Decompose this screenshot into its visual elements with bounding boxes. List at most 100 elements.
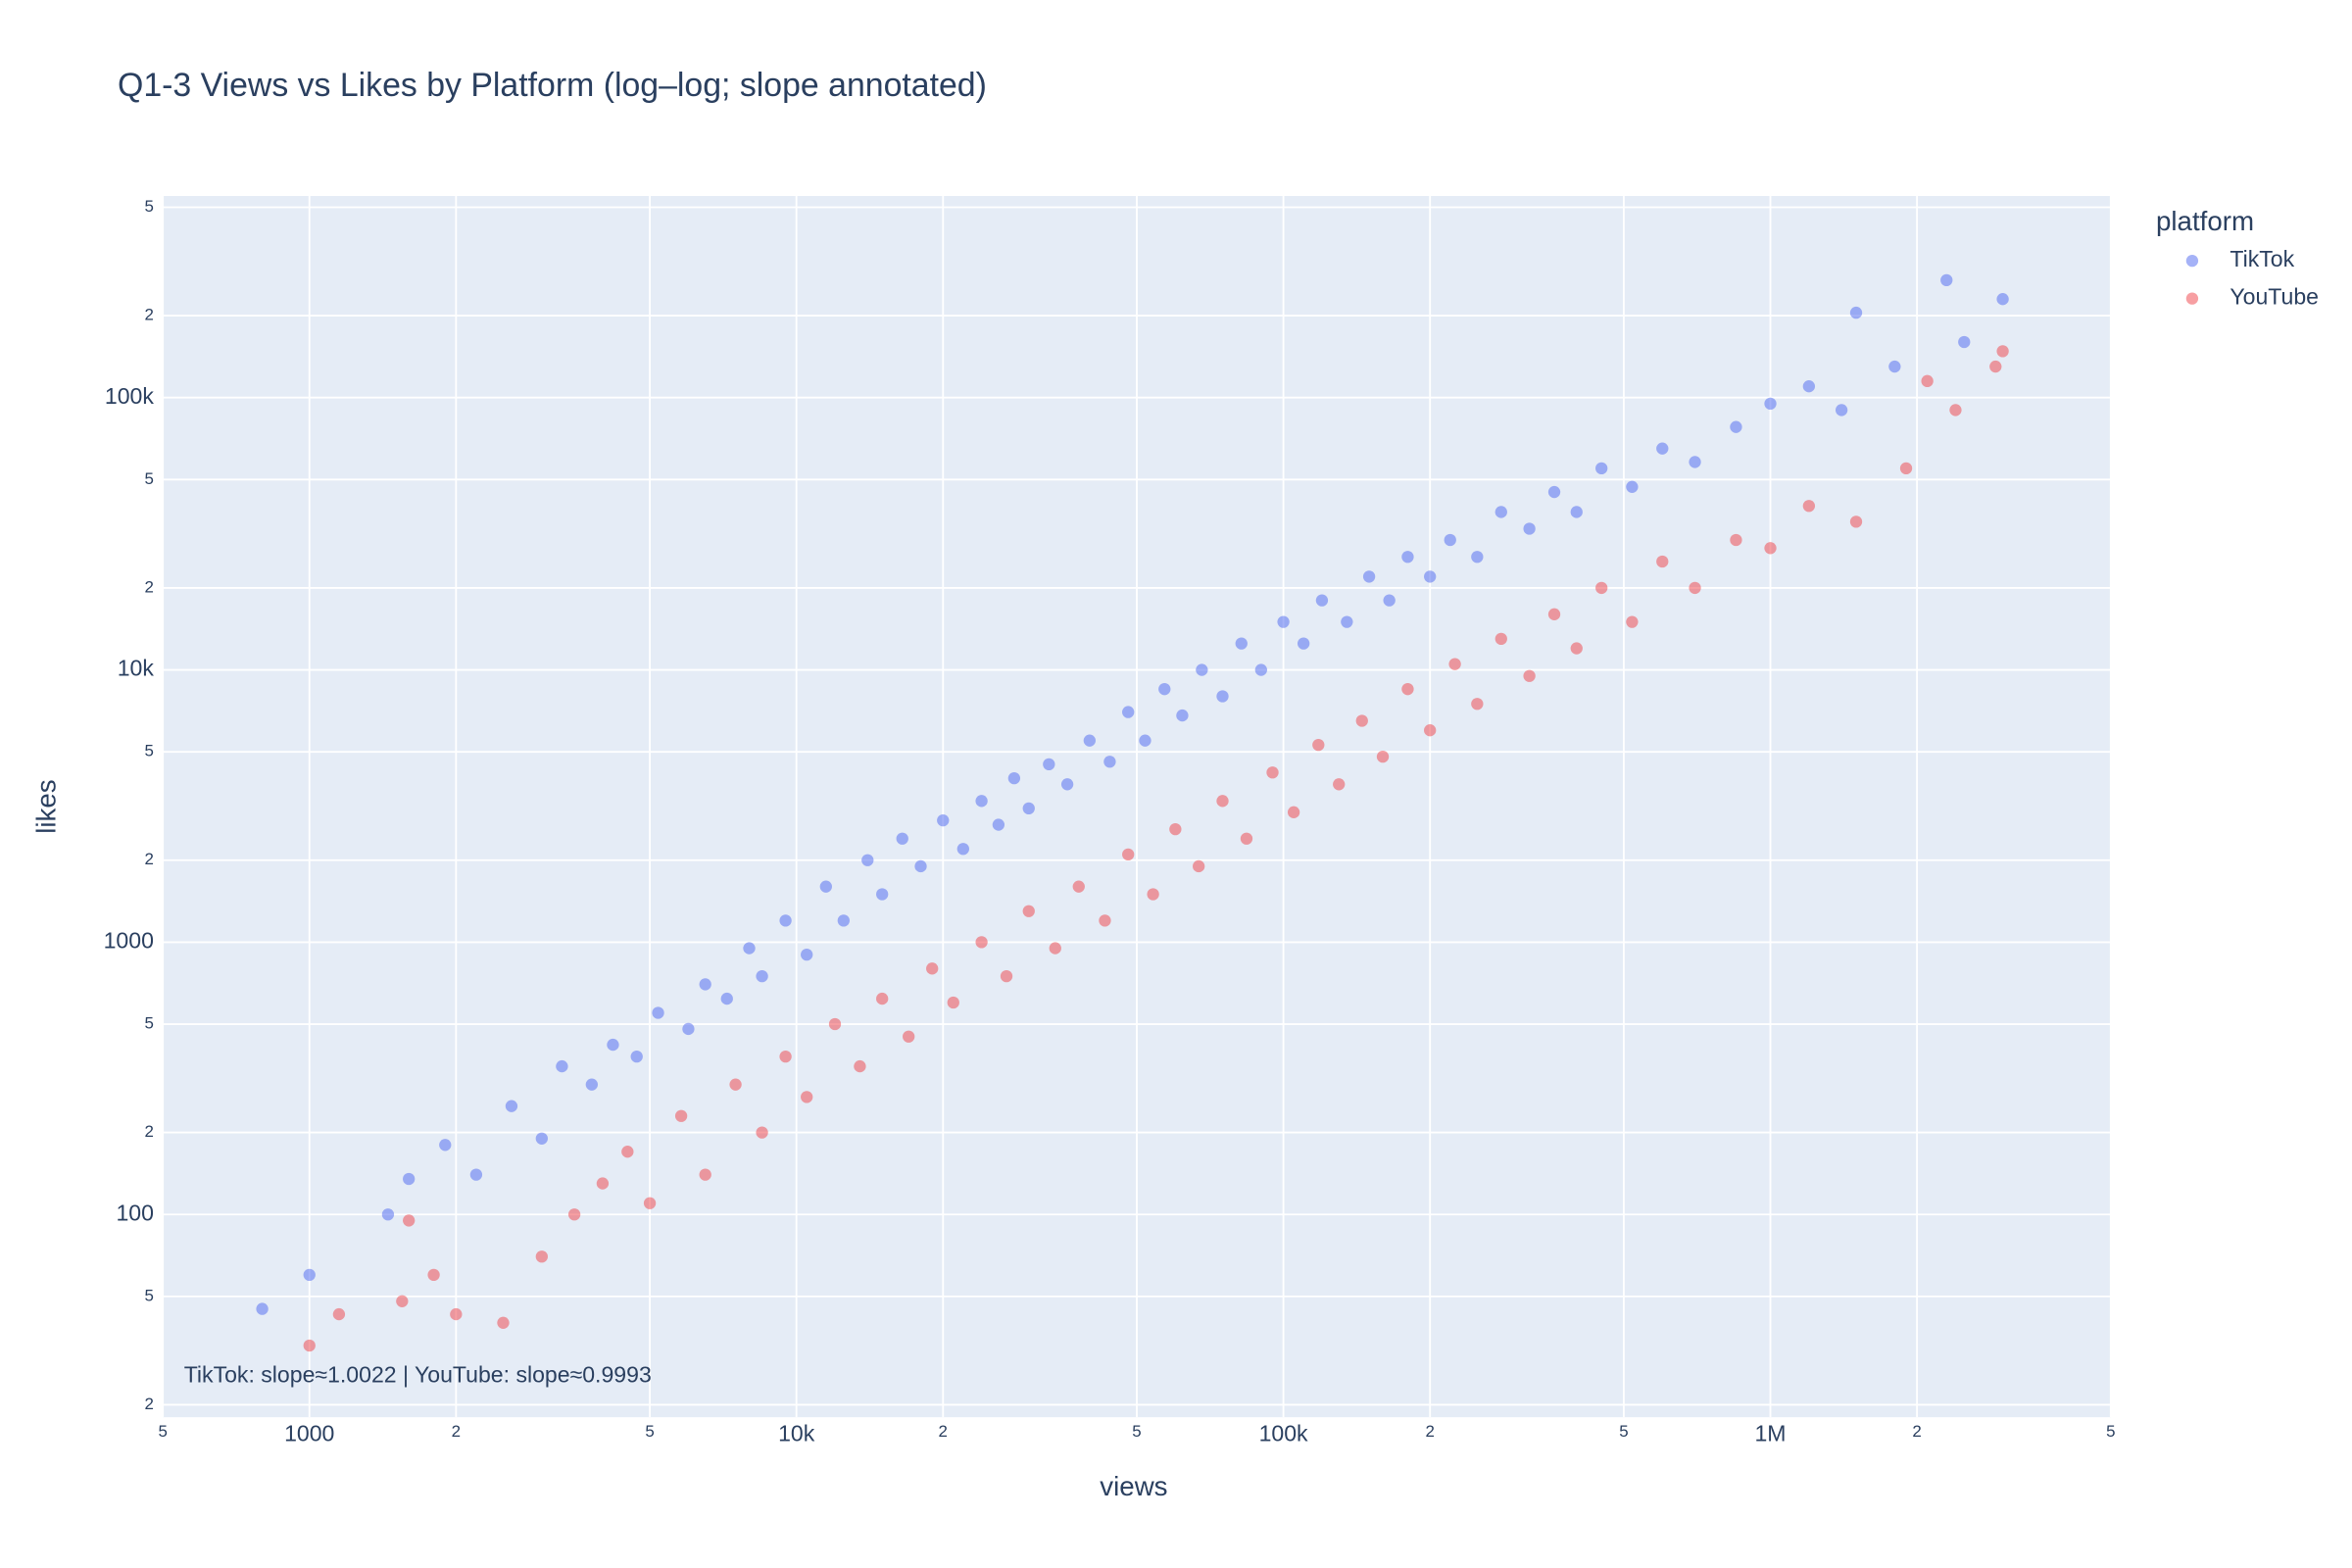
x-tick-label: 10k [778, 1421, 815, 1446]
x-tick-label: 2 [939, 1422, 948, 1441]
point [535, 1132, 548, 1145]
point [1072, 880, 1085, 893]
point [699, 1168, 711, 1181]
y-tick-label: 2 [145, 1395, 154, 1413]
legend-marker [2185, 255, 2199, 268]
point [1656, 442, 1669, 455]
y-tick-label: 5 [145, 1014, 154, 1033]
point [1122, 706, 1135, 718]
y-tick-label: 2 [145, 306, 154, 324]
point [720, 992, 733, 1005]
point [1730, 533, 1742, 547]
point [926, 962, 939, 975]
point [497, 1316, 510, 1329]
point [1298, 637, 1310, 650]
point [1158, 683, 1171, 696]
point [729, 1078, 742, 1091]
x-axis-title: views [1100, 1471, 1167, 1501]
point [1921, 374, 1934, 387]
point [1570, 506, 1583, 518]
point [469, 1168, 483, 1181]
point [256, 1302, 269, 1315]
y-tick-label: 2 [145, 577, 154, 596]
point [450, 1307, 463, 1321]
point [1266, 766, 1279, 779]
point [699, 978, 711, 991]
point [1196, 663, 1208, 676]
annotation: TikTok: slope≈1.0022 | YouTube: slope≈0.… [184, 1362, 652, 1388]
legend-label: TikTok [2230, 246, 2294, 271]
point [828, 1017, 842, 1031]
y-tick-label: 2 [145, 850, 154, 868]
point [535, 1250, 548, 1263]
point [1849, 515, 1863, 528]
point [1448, 658, 1461, 670]
point [1996, 293, 2009, 306]
y-tick-label: 5 [145, 1286, 154, 1304]
point [854, 1059, 866, 1073]
x-tick-label: 1M [1754, 1421, 1786, 1446]
point [1764, 397, 1777, 411]
point [643, 1197, 657, 1209]
legend-title: platform [2156, 206, 2254, 236]
legend-label: YouTube [2230, 284, 2319, 310]
y-tick-label: 5 [145, 197, 154, 216]
x-tick-label: 2 [452, 1422, 461, 1441]
y-tick-label: 5 [145, 469, 154, 488]
point [1254, 663, 1268, 676]
point [403, 1214, 416, 1227]
x-tick-label: 5 [1132, 1422, 1141, 1441]
point [1122, 848, 1135, 861]
point [1547, 608, 1561, 620]
point [596, 1177, 610, 1190]
point [1802, 500, 1816, 513]
point [1849, 306, 1863, 319]
x-tick-label: 2 [1912, 1422, 1921, 1441]
point [1424, 724, 1437, 737]
y-tick-label: 10k [118, 656, 155, 681]
x-tick-label: 5 [645, 1422, 654, 1441]
point [1424, 570, 1437, 583]
y-tick-label: 100k [105, 383, 154, 409]
point [1060, 778, 1074, 791]
legend-marker [2185, 292, 2199, 305]
point [1376, 750, 1390, 763]
point [585, 1078, 599, 1091]
point [801, 948, 813, 961]
point [1043, 758, 1055, 771]
y-axis-title: likes [31, 779, 62, 833]
point [947, 996, 959, 1009]
point [937, 813, 950, 827]
point [975, 936, 988, 949]
point [1523, 669, 1536, 682]
point [1626, 615, 1639, 628]
point [1312, 739, 1325, 752]
point [1523, 522, 1536, 535]
point [427, 1268, 440, 1282]
y-tick-label: 2 [145, 1122, 154, 1141]
point [1595, 581, 1608, 595]
point [381, 1208, 395, 1221]
point [1689, 581, 1701, 595]
point [505, 1100, 518, 1112]
point [1888, 360, 1901, 373]
point [1099, 914, 1111, 927]
point [674, 1109, 688, 1122]
point [332, 1307, 346, 1321]
point [303, 1339, 316, 1352]
point [756, 969, 768, 983]
point [743, 942, 756, 955]
point [1626, 480, 1639, 493]
point [1547, 485, 1561, 499]
point [1764, 542, 1777, 555]
point [1240, 832, 1253, 845]
point [1595, 462, 1608, 474]
point [1287, 806, 1300, 818]
point [1494, 632, 1507, 646]
point [303, 1268, 316, 1282]
point [1989, 360, 2002, 373]
point [975, 795, 988, 808]
x-tick-label: 2 [1425, 1422, 1434, 1441]
point [1802, 380, 1816, 393]
